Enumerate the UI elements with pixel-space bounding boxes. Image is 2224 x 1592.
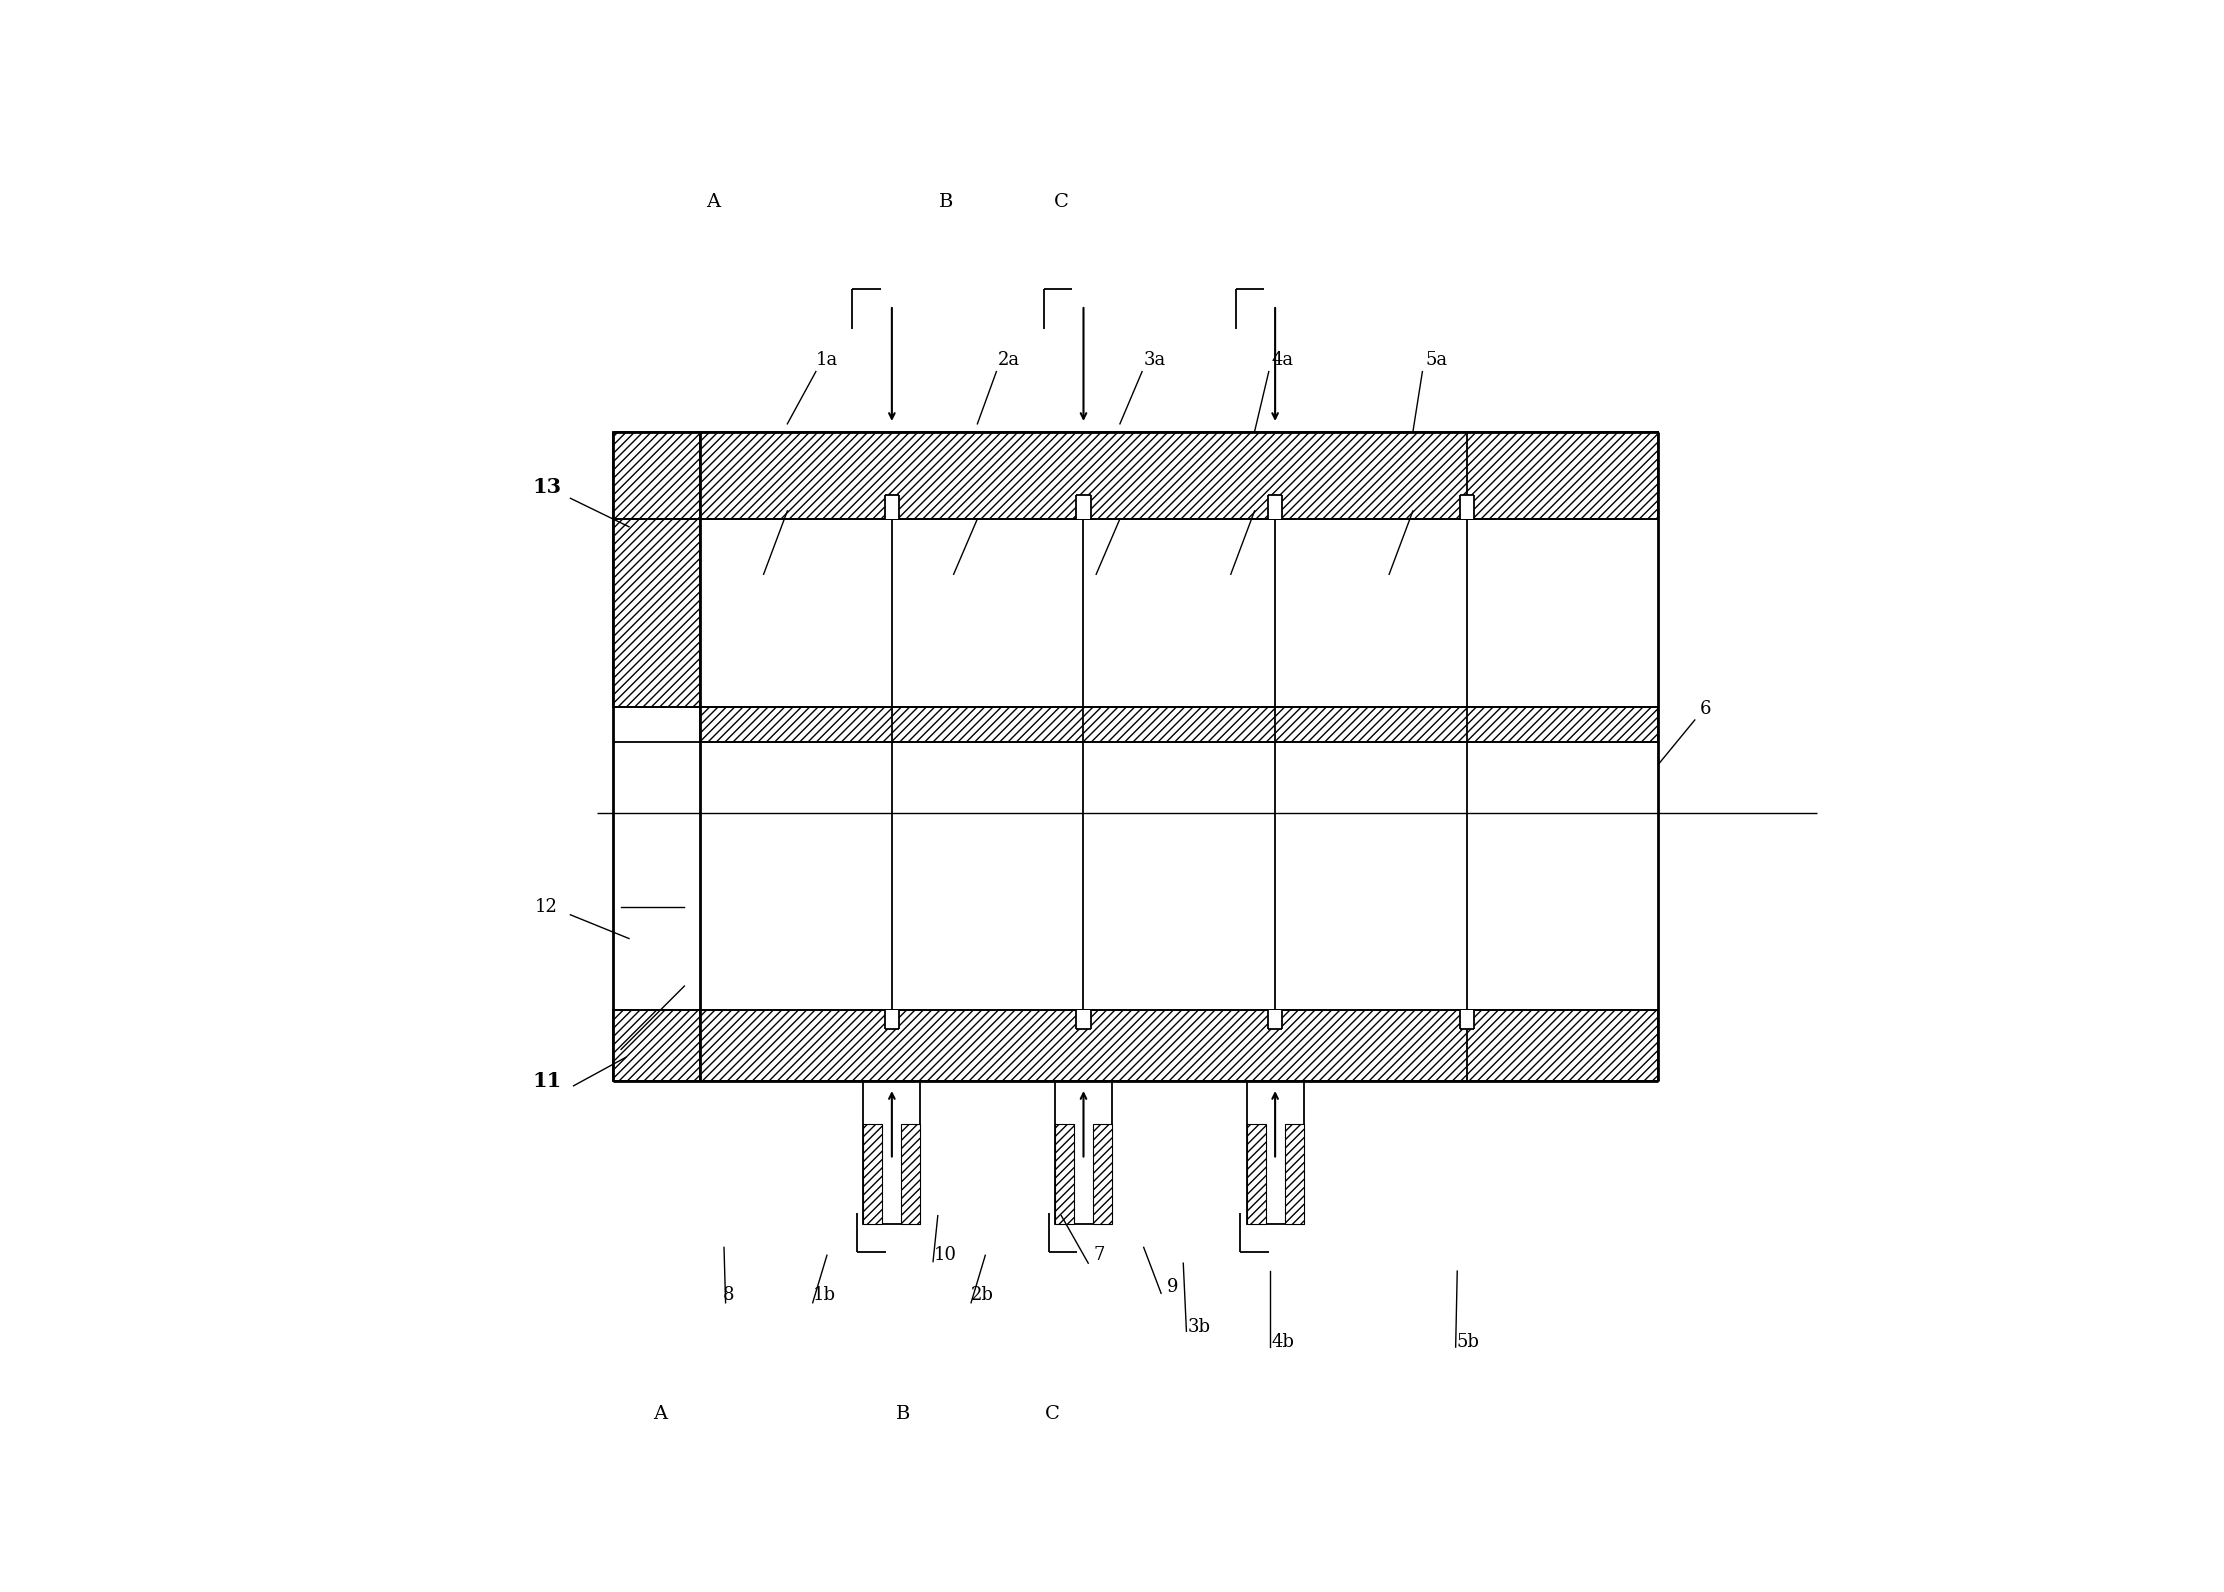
Text: 1b: 1b (812, 1286, 836, 1304)
Text: 3a: 3a (1143, 352, 1165, 369)
Bar (1054, 1124, 1074, 1224)
Text: A: A (654, 1404, 667, 1423)
Text: 1a: 1a (816, 352, 838, 369)
Text: 3b: 3b (1188, 1318, 1210, 1336)
Text: C: C (1045, 1404, 1059, 1423)
Text: 12: 12 (536, 898, 558, 915)
Text: 2b: 2b (970, 1286, 994, 1304)
Bar (701, 1009, 1659, 1081)
Bar (1076, 495, 1090, 519)
Bar (701, 431, 1659, 519)
Text: B: B (896, 1404, 910, 1423)
Bar (1268, 495, 1283, 519)
Bar (863, 1124, 883, 1224)
Text: 6: 6 (1699, 700, 1712, 718)
Bar (1468, 431, 1659, 519)
Bar (885, 495, 898, 519)
Text: 2a: 2a (999, 352, 1021, 369)
Bar (901, 1124, 921, 1224)
Bar (614, 519, 701, 707)
Bar (1468, 1009, 1659, 1081)
Text: 13: 13 (532, 478, 560, 497)
Text: A: A (705, 193, 721, 212)
Bar (1285, 1124, 1303, 1224)
Bar (1268, 1009, 1283, 1028)
Text: B: B (939, 193, 952, 212)
Bar (1459, 495, 1475, 519)
Text: 5b: 5b (1457, 1334, 1479, 1352)
Text: 5a: 5a (1426, 352, 1448, 369)
Bar (614, 431, 701, 519)
Text: 10: 10 (934, 1247, 956, 1264)
Bar (1248, 1081, 1303, 1224)
Text: 4a: 4a (1272, 352, 1294, 369)
Text: 7: 7 (1094, 1247, 1105, 1264)
Bar (863, 1081, 921, 1224)
Bar (1054, 1081, 1112, 1224)
Text: 11: 11 (532, 1071, 560, 1091)
Bar (701, 707, 1659, 742)
Bar (885, 1009, 898, 1028)
Bar (1459, 1009, 1475, 1028)
Text: 4b: 4b (1272, 1334, 1294, 1352)
Text: 8: 8 (723, 1286, 734, 1304)
Text: 9: 9 (1165, 1278, 1179, 1296)
Bar (1248, 1124, 1265, 1224)
Bar (1076, 1009, 1090, 1028)
Bar (1092, 1124, 1112, 1224)
Bar (614, 1009, 701, 1081)
Text: C: C (1054, 193, 1070, 212)
